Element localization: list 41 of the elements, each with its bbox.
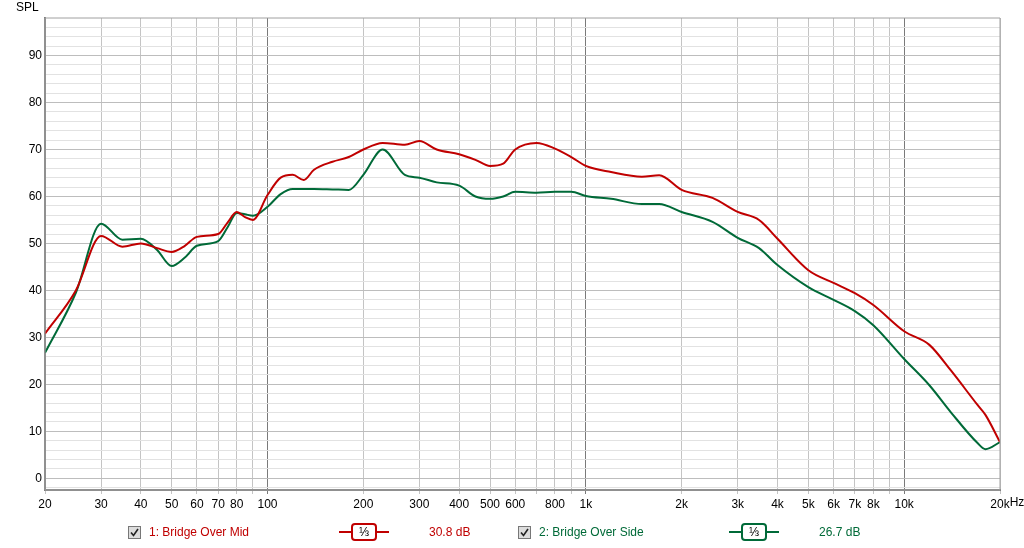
x-tick-label: 10k (894, 496, 915, 511)
x-tick-label: 40 (134, 496, 148, 511)
y-tick-label: 0 (35, 470, 43, 485)
x-tick-label: 5k (802, 496, 816, 511)
x-tick-label: 70 (211, 496, 226, 511)
y-tick-label: 80 (28, 94, 43, 109)
text: ⅓ (351, 523, 378, 541)
y-tick-label: 10 (28, 423, 43, 438)
x-tick-label: 2k (675, 496, 689, 511)
x-tick-label: 300 (409, 496, 430, 511)
text: 1: Bridge Over Mid (149, 525, 251, 539)
text: 26.7 dB (819, 525, 861, 539)
y-tick-label: 30 (28, 329, 43, 344)
y-tick-label: 70 (28, 141, 43, 156)
x-tick-label: 50 (165, 496, 179, 511)
x-tick-label: 8k (866, 496, 881, 511)
x-tick-label: 1k (579, 496, 594, 511)
x-tick-label: 30 (94, 496, 109, 511)
x-tick-label: 7k (848, 496, 863, 511)
y-tick-label: 50 (28, 235, 43, 250)
y-tick-label: 60 (28, 188, 43, 203)
y-tick-label: 90 (28, 47, 43, 62)
x-tick-label: 600 (505, 496, 526, 511)
x-tick-label: 800 (544, 496, 566, 511)
y-axis-title: SPL (16, 0, 39, 14)
y-tick-label: 40 (28, 282, 43, 297)
x-tick-label: 6k (827, 496, 841, 511)
x-tick-label: 20k (990, 496, 1011, 511)
x-tick-label: 200 (353, 496, 374, 511)
x-tick-label: 100 (257, 496, 278, 511)
x-tick-label: 80 (229, 496, 244, 511)
text: 30.8 dB (429, 525, 471, 539)
x-tick-label: 500 (480, 496, 501, 511)
text: 2: Bridge Over Side (539, 525, 645, 539)
x-tick-label: 400 (449, 496, 470, 511)
text: ⅓ (741, 523, 768, 541)
x-axis-title: Hz (1009, 495, 1024, 510)
x-tick-label: 4k (771, 496, 785, 511)
x-tick-label: 60 (190, 496, 204, 511)
x-tick-label: 3k (731, 496, 746, 511)
y-tick-label: 20 (28, 376, 43, 391)
